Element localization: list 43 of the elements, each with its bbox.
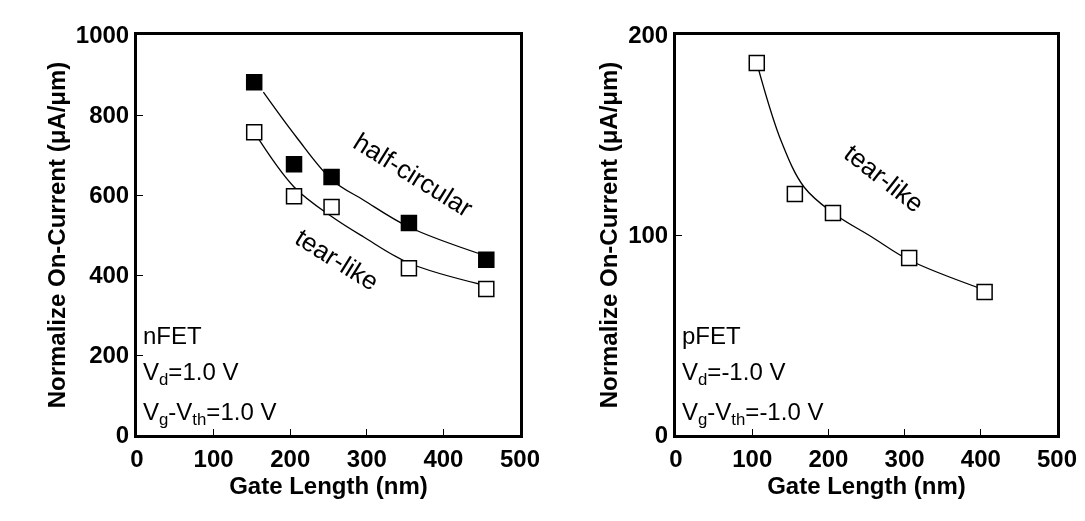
x-tick-label: 400	[423, 444, 464, 472]
x-tick-label: 500	[499, 444, 541, 472]
point	[478, 251, 495, 269]
y-tick-label: 0	[115, 421, 130, 449]
y-tick-label: 400	[89, 261, 130, 289]
point	[323, 198, 340, 216]
y-tick-label: 100	[628, 221, 669, 249]
y-axis-title: Normalize On-Current (μA/μm)	[595, 61, 623, 409]
x-tick-label: 200	[270, 444, 311, 472]
point	[400, 259, 418, 277]
x-tick-label: 300	[884, 444, 925, 472]
point	[323, 168, 340, 186]
point	[245, 73, 263, 91]
annotation: V$_{d}$=-1.0 V	[682, 358, 786, 390]
point	[786, 185, 804, 203]
x-tick-label: 100	[732, 444, 773, 472]
x-tick-label: 200	[808, 444, 849, 472]
annotation: V$_{d}$=1.0 V	[143, 358, 239, 390]
y-tick-label: 800	[89, 101, 130, 129]
point	[824, 204, 842, 222]
annotation: V$_{g}$-V$_{th}$=-1.0 V	[682, 398, 824, 430]
x-tick-label: 400	[960, 444, 1001, 472]
x-axis-title: Gate Length (nm)	[229, 471, 428, 499]
annotation: V$_{g}$-V$_{th}$=1.0 V	[143, 398, 277, 430]
point	[285, 187, 303, 205]
y-tick-label: 200	[628, 21, 669, 49]
point	[900, 249, 918, 267]
point	[478, 280, 495, 298]
annotation: nFET	[143, 322, 203, 349]
point	[285, 155, 303, 173]
y-tick-label: 200	[89, 341, 130, 369]
x-tick-label: 300	[346, 444, 387, 472]
y-tick-label: 1000	[75, 21, 130, 49]
y-axis-title: Normalize On-Current (μA/μm)	[42, 61, 70, 409]
point	[976, 283, 993, 301]
x-axis-title: Gate Length (nm)	[767, 471, 966, 499]
x-tick-label: 100	[193, 444, 234, 472]
point	[748, 54, 766, 72]
y-tick-label: 600	[89, 181, 130, 209]
annotation: pFET	[682, 322, 742, 349]
y-tick-label: 0	[654, 421, 669, 449]
x-tick-label: 500	[1036, 444, 1078, 472]
point	[245, 123, 263, 141]
